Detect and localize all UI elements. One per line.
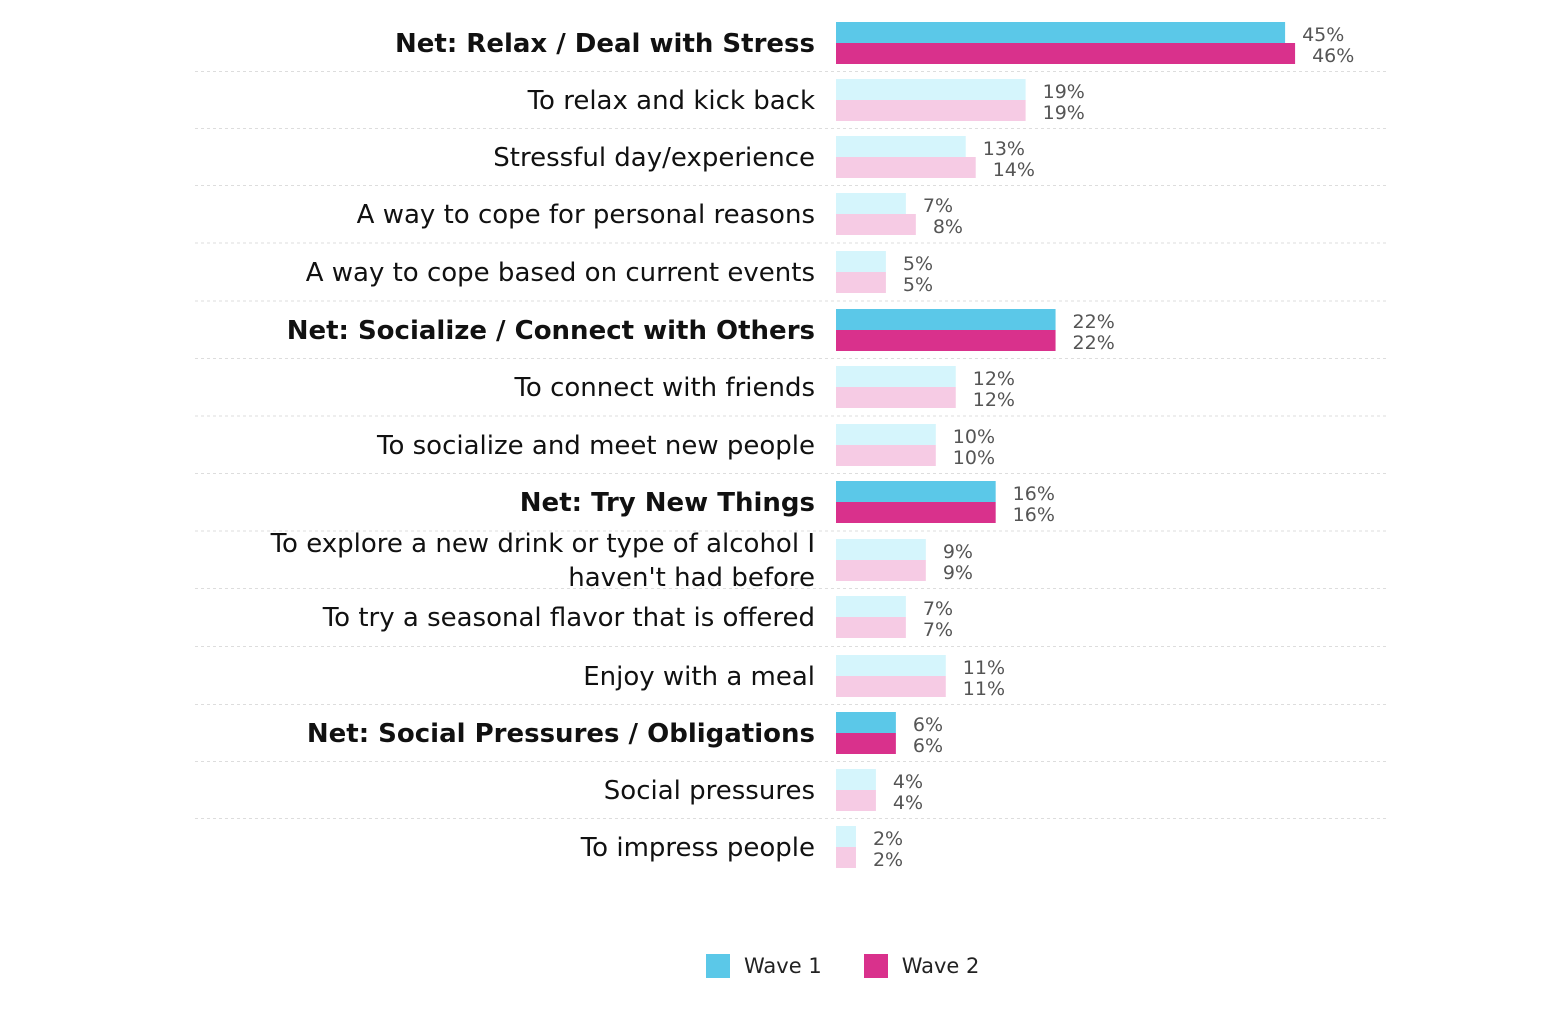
- category-label: Social pressures: [604, 776, 815, 806]
- value-label-wave-1: 45%: [1302, 24, 1344, 46]
- bar-wave-1: [836, 539, 926, 560]
- bar-wave-2: [836, 445, 936, 466]
- bar-wave-1: [836, 136, 966, 157]
- value-label-wave-1: 9%: [943, 541, 973, 563]
- bar-wave-2: [836, 330, 1056, 351]
- bar-wave-2: [836, 560, 926, 581]
- bar-wave-1: [836, 79, 1026, 100]
- category-label-net: Net: Relax / Deal with Stress: [395, 29, 815, 59]
- value-label-wave-1: 2%: [873, 828, 903, 850]
- bar-wave-1: [836, 596, 906, 617]
- category-label: Stressful day/experience: [493, 143, 815, 173]
- category-label-net: Net: Socialize / Connect with Others: [287, 316, 815, 346]
- value-label-wave-1: 11%: [963, 657, 1005, 679]
- bar-wave-1: [836, 193, 906, 214]
- value-label-wave-1: 7%: [923, 195, 953, 217]
- bar-wave-1: [836, 309, 1056, 330]
- bar-wave-2: [836, 272, 886, 293]
- bar-wave-1: [836, 655, 946, 676]
- bar-wave-1: [836, 366, 956, 387]
- category-label-net: Net: Try New Things: [520, 488, 815, 518]
- value-label-wave-1: 5%: [903, 253, 933, 275]
- bar-wave-2: [836, 733, 896, 754]
- bar-wave-1: [836, 424, 936, 445]
- value-label-wave-1: 10%: [953, 426, 995, 448]
- bar-wave-2: [836, 847, 856, 868]
- category-label: To connect with friends: [513, 373, 815, 403]
- value-label-wave-2: 8%: [933, 216, 963, 238]
- category-label: A way to cope for personal reasons: [357, 200, 815, 230]
- value-label-wave-1: 16%: [1013, 483, 1055, 505]
- bar-wave-2: [836, 214, 916, 235]
- value-label-wave-2: 19%: [1043, 102, 1085, 124]
- value-label-wave-2: 7%: [923, 619, 953, 641]
- value-label-wave-1: 12%: [973, 368, 1015, 390]
- value-label-wave-1: 4%: [893, 771, 923, 793]
- category-label: To socialize and meet new people: [376, 431, 815, 461]
- legend-swatch-wave-2: [863, 954, 888, 978]
- bar-wave-2: [836, 502, 996, 523]
- bar-wave-1: [836, 251, 886, 272]
- bar-wave-1: [836, 712, 896, 733]
- value-label-wave-2: 9%: [943, 562, 973, 584]
- category-label: To relax and kick back: [527, 86, 815, 116]
- category-label: Enjoy with a meal: [583, 662, 815, 692]
- value-label-wave-1: 7%: [923, 598, 953, 620]
- value-label-wave-2: 11%: [963, 678, 1005, 700]
- category-label-net: Net: Social Pressures / Obligations: [307, 719, 815, 749]
- value-label-wave-1: 13%: [983, 138, 1025, 160]
- bar-wave-1: [836, 22, 1286, 43]
- value-label-wave-1: 6%: [913, 714, 943, 736]
- category-label: To explore a new drink or type of alcoho…: [270, 529, 815, 593]
- bar-wave-2: [836, 676, 946, 697]
- bar-wave-1: [836, 826, 856, 847]
- value-label-wave-2: 2%: [873, 849, 903, 871]
- legend-swatch-wave-1: [706, 954, 730, 978]
- bar-wave-2: [836, 387, 956, 408]
- bar-wave-1: [836, 481, 996, 502]
- value-label-wave-2: 16%: [1013, 504, 1055, 526]
- bar-chart: 45%46% Net: Relax / Deal with Stress 19%19…: [195, 22, 1386, 871]
- bar-wave-2: [836, 790, 876, 811]
- bar-wave-2: [836, 617, 906, 638]
- value-label-wave-2: 12%: [973, 389, 1015, 411]
- bar-wave-2: [836, 157, 976, 178]
- value-label-wave-2: 6%: [913, 735, 943, 757]
- legend-label-wave-1: Wave 1: [744, 954, 822, 978]
- value-label-wave-2: 22%: [1073, 332, 1115, 354]
- chart-legend: Wave 1 Wave 2: [706, 954, 1021, 978]
- bar-wave-2: [836, 100, 1026, 121]
- value-label-wave-2: 10%: [953, 447, 995, 469]
- value-label-wave-1: 22%: [1073, 311, 1115, 333]
- value-label-wave-2: 4%: [893, 792, 923, 814]
- category-label: To impress people: [580, 833, 815, 863]
- legend-label-wave-2: Wave 2: [901, 954, 980, 978]
- value-label-wave-2: 46%: [1312, 45, 1354, 67]
- value-label-wave-2: 5%: [903, 274, 933, 296]
- category-label: A way to cope based on current events: [306, 258, 815, 288]
- legend-item-wave-1: Wave 1: [706, 954, 822, 978]
- legend-item-wave-2: Wave 2: [863, 954, 980, 978]
- value-label-wave-2: 14%: [993, 159, 1035, 181]
- bar-wave-1: [836, 769, 876, 790]
- value-label-wave-1: 19%: [1043, 81, 1085, 103]
- category-label: To try a seasonal flavor that is offered: [322, 603, 815, 633]
- bar-wave-2: [836, 43, 1296, 64]
